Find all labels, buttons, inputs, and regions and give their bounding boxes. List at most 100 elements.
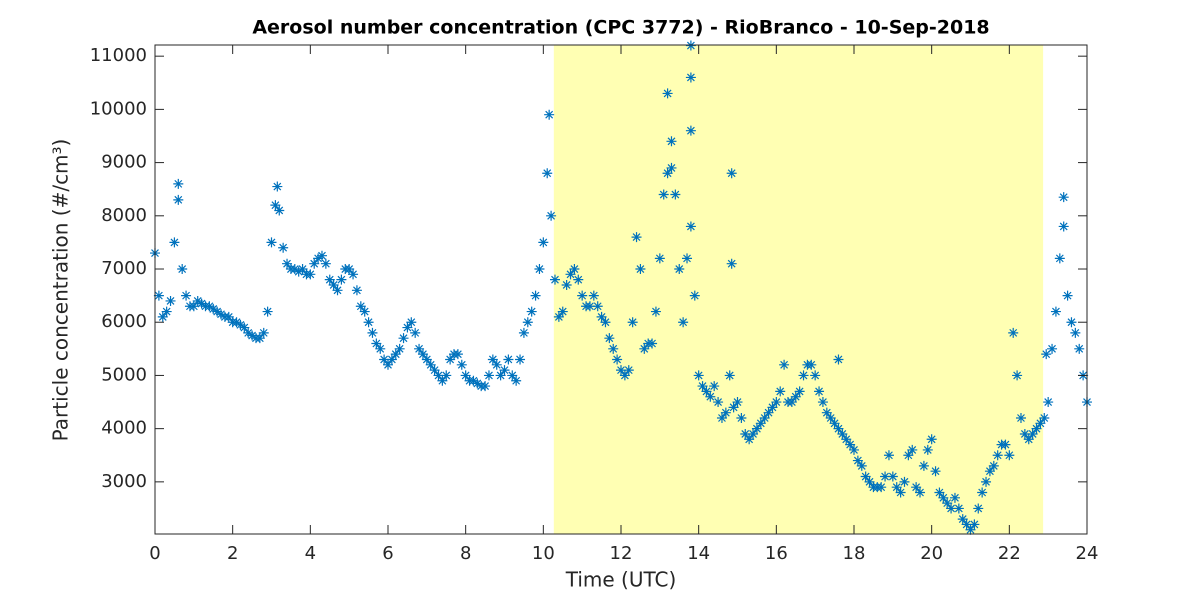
data-point bbox=[235, 319, 246, 330]
data-point bbox=[627, 317, 638, 328]
data-point bbox=[961, 519, 972, 530]
data-point bbox=[157, 311, 168, 322]
data-point bbox=[530, 290, 541, 301]
data-point bbox=[674, 264, 685, 275]
data-point bbox=[282, 258, 293, 269]
data-point bbox=[344, 264, 355, 275]
data-point bbox=[977, 487, 988, 498]
data-point bbox=[359, 306, 370, 317]
data-point bbox=[383, 359, 393, 370]
data-point bbox=[623, 365, 634, 376]
data-point bbox=[662, 168, 673, 179]
x-tick-label: 0 bbox=[149, 543, 160, 564]
data-point bbox=[511, 375, 522, 386]
data-point bbox=[577, 290, 588, 301]
data-point bbox=[732, 397, 743, 408]
data-point bbox=[794, 386, 805, 397]
data-point bbox=[456, 359, 467, 370]
data-point bbox=[480, 381, 491, 392]
data-point bbox=[654, 253, 665, 264]
data-point bbox=[880, 471, 891, 482]
data-point bbox=[305, 269, 316, 280]
data-point bbox=[697, 381, 708, 392]
x-tick-label: 2 bbox=[227, 543, 238, 564]
data-point bbox=[957, 514, 968, 525]
data-point bbox=[375, 343, 386, 354]
data-point bbox=[608, 343, 619, 354]
data-point bbox=[468, 375, 479, 386]
data-point bbox=[561, 279, 572, 290]
data-point bbox=[934, 487, 945, 498]
data-point bbox=[472, 378, 483, 389]
data-point bbox=[1070, 327, 1081, 338]
data-point bbox=[270, 200, 281, 211]
data-point bbox=[1015, 413, 1026, 424]
data-point bbox=[441, 370, 452, 381]
data-point bbox=[1012, 370, 1023, 381]
data-point bbox=[790, 391, 801, 402]
data-point bbox=[856, 460, 867, 471]
data-point bbox=[507, 370, 518, 381]
data-point bbox=[177, 264, 188, 275]
data-point bbox=[612, 354, 623, 365]
y-tick-label: 9000 bbox=[101, 152, 147, 173]
data-point bbox=[726, 168, 737, 179]
data-point bbox=[542, 168, 553, 179]
data-point bbox=[390, 349, 401, 360]
data-point bbox=[445, 354, 456, 365]
data-point bbox=[720, 407, 731, 418]
x-tick-label: 20 bbox=[920, 543, 943, 564]
y-tick-label: 10000 bbox=[90, 98, 147, 119]
data-point bbox=[212, 306, 223, 317]
data-point bbox=[169, 237, 180, 248]
data-point bbox=[355, 301, 366, 312]
data-point bbox=[705, 391, 716, 402]
data-point bbox=[549, 274, 560, 285]
data-point bbox=[1000, 439, 1011, 450]
data-point bbox=[701, 386, 712, 397]
data-point bbox=[371, 338, 382, 349]
data-point bbox=[565, 269, 576, 280]
data-point bbox=[981, 476, 992, 487]
data-point bbox=[755, 418, 766, 429]
data-point bbox=[876, 482, 887, 493]
data-point bbox=[1008, 327, 1019, 338]
data-point bbox=[864, 476, 875, 487]
data-point bbox=[604, 333, 615, 344]
data-point bbox=[1041, 349, 1052, 360]
data-point bbox=[806, 359, 817, 370]
data-point bbox=[402, 322, 413, 333]
data-point bbox=[759, 413, 770, 424]
data-point bbox=[414, 343, 425, 354]
data-point bbox=[1043, 397, 1054, 408]
data-point bbox=[1023, 434, 1034, 445]
data-point bbox=[748, 428, 759, 439]
data-point bbox=[452, 349, 463, 360]
data-point bbox=[1074, 343, 1085, 354]
data-point bbox=[204, 301, 215, 312]
data-point bbox=[779, 359, 790, 370]
data-point bbox=[678, 317, 689, 328]
data-point bbox=[713, 397, 724, 408]
data-point bbox=[849, 444, 859, 455]
data-point bbox=[887, 471, 898, 482]
x-tick-label: 6 bbox=[382, 543, 393, 564]
data-point bbox=[689, 290, 700, 301]
data-point bbox=[744, 434, 755, 445]
data-point bbox=[1066, 317, 1077, 328]
data-point bbox=[495, 370, 506, 381]
data-point bbox=[726, 258, 737, 269]
data-point bbox=[946, 503, 957, 514]
data-point bbox=[724, 370, 735, 381]
data-point bbox=[1004, 450, 1015, 461]
data-point bbox=[406, 317, 417, 328]
data-point bbox=[1058, 192, 1069, 203]
data-point bbox=[903, 450, 914, 461]
data-point bbox=[771, 397, 782, 408]
data-point bbox=[328, 279, 339, 290]
data-point bbox=[1035, 418, 1046, 429]
data-point bbox=[833, 354, 844, 365]
data-point bbox=[969, 519, 980, 530]
data-point bbox=[682, 253, 693, 264]
